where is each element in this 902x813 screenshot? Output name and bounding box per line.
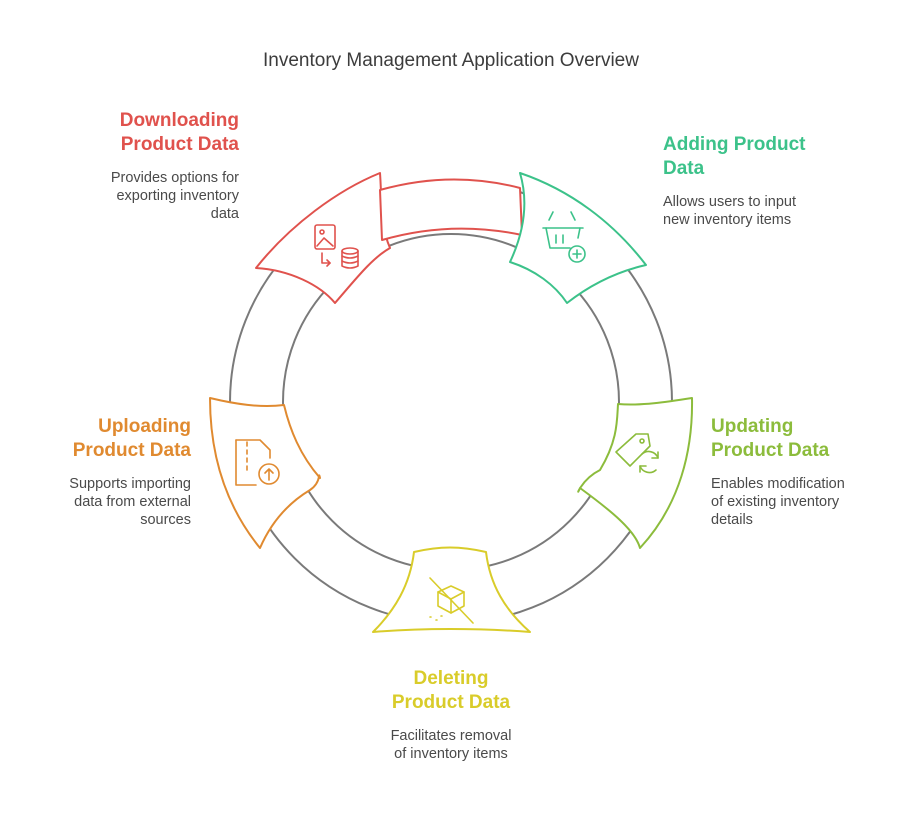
updating-desc-line1: Enables modification (711, 476, 845, 492)
deleting-desc-line1: Facilitates removal (390, 728, 512, 744)
uploading-description: Supports importing data from external so… (11, 475, 191, 529)
box-slash-icon (429, 577, 474, 624)
downloading-desc-line3: data (210, 206, 239, 222)
deleting-heading-line2: Product Data (391, 692, 511, 713)
downloading-text-block: Downloading Product Data Provides option… (60, 109, 239, 223)
updating-desc-line3: details (711, 512, 753, 528)
uploading-desc-line2: data from external (74, 494, 191, 510)
uploading-text-block: Uploading Product Data Supports importin… (11, 415, 191, 529)
deleting-desc-line2: of inventory items (394, 746, 508, 762)
downloading-desc-line2: exporting inventory (116, 188, 239, 204)
adding-heading-line1: Adding Product (663, 134, 806, 155)
deleting-heading: Deleting Product Data (331, 667, 571, 715)
deleting-description: Facilitates removal of inventory items (331, 727, 571, 763)
diagram-title: Inventory Management Application Overvie… (263, 50, 639, 71)
image-to-database-icon (314, 224, 359, 269)
deleting-arrow (372, 546, 531, 633)
file-upload-icon (235, 439, 280, 486)
updating-arrow (577, 397, 694, 549)
deleting-heading-line1: Deleting (413, 668, 489, 689)
adding-heading-line2: Data (663, 158, 705, 179)
downloading-heading-line1: Downloading (119, 110, 239, 131)
adding-desc-line2: new inventory items (663, 212, 792, 228)
downloading-description: Provides options for exporting inventory… (60, 169, 239, 223)
updating-heading-line2: Product Data (711, 440, 830, 461)
uploading-heading: Uploading Product Data (11, 415, 191, 463)
tag-refresh-icon (615, 433, 659, 474)
uploading-desc-line3: sources (140, 512, 191, 528)
adding-description: Allows users to input new inventory item… (663, 193, 863, 229)
basket-add-icon (542, 211, 586, 263)
updating-desc-line2: of existing inventory (711, 494, 840, 510)
downloading-desc-line1: Provides options for (110, 170, 239, 186)
downloading-heading-line2: Product Data (120, 134, 239, 155)
downloading-arrow (255, 172, 523, 304)
adding-heading: Adding Product Data (663, 133, 863, 181)
updating-description: Enables modification of existing invento… (711, 475, 891, 529)
deleting-text-block: Deleting Product Data Facilitates remova… (331, 667, 571, 763)
updating-heading-line1: Updating (711, 416, 794, 437)
adding-text-block: Adding Product Data Allows users to inpu… (663, 133, 863, 229)
uploading-heading-line1: Uploading (98, 416, 191, 437)
uploading-desc-line1: Supports importing (69, 476, 191, 492)
adding-desc-line1: Allows users to input (663, 194, 796, 210)
downloading-heading: Downloading Product Data (60, 109, 239, 157)
updating-text-block: Updating Product Data Enables modificati… (711, 415, 891, 529)
uploading-heading-line2: Product Data (72, 440, 191, 461)
updating-heading: Updating Product Data (711, 415, 891, 463)
